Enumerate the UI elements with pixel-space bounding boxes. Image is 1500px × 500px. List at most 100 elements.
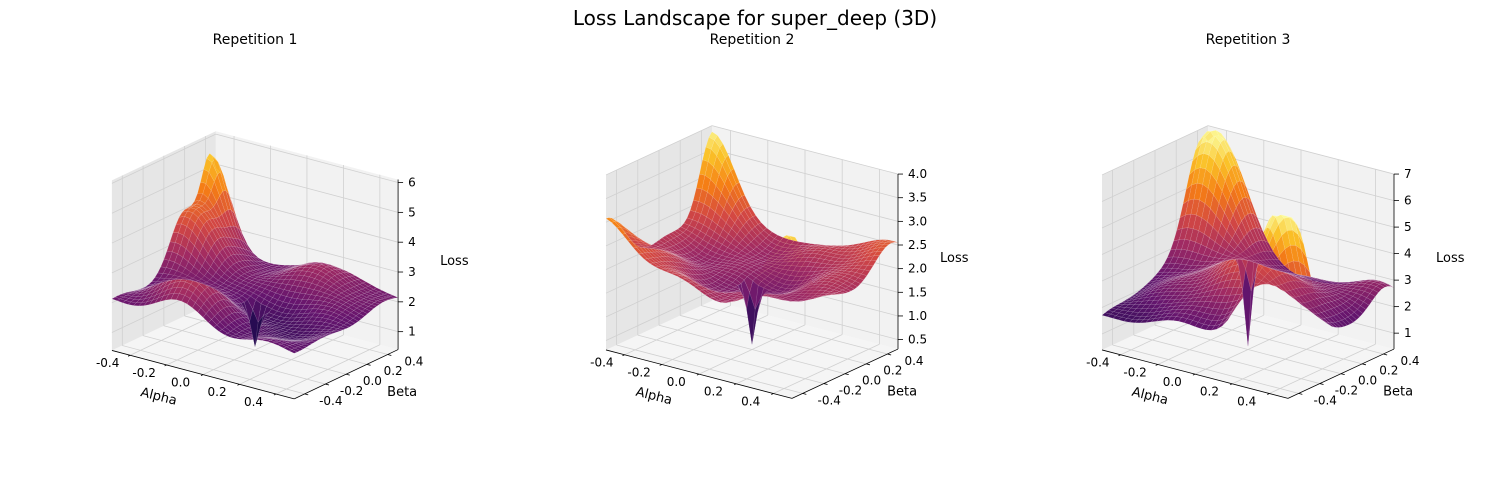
z-tick-label: 1	[1404, 326, 1412, 340]
surface	[1101, 130, 1395, 347]
y-tick-mark	[887, 353, 892, 356]
grid-line	[711, 172, 899, 222]
z-tick-label: 0.5	[908, 333, 927, 347]
y-tick-mark	[1298, 393, 1303, 395]
y-tick-mark	[1340, 373, 1345, 376]
z-tick-label: 3.0	[908, 214, 927, 228]
y-tick-label: -0.4	[319, 394, 342, 408]
y-tick-label: -0.2	[1335, 383, 1358, 397]
y-tick-mark	[866, 363, 871, 366]
z-ticks: 1 2 3 4 5 6	[408, 176, 416, 339]
z-axis-label: Loss	[440, 254, 469, 269]
subplot-title: Repetition 2	[710, 32, 795, 48]
axis-lines	[111, 179, 404, 400]
y-tick-label: -0.2	[839, 383, 862, 397]
x-tick-mark	[1267, 393, 1270, 395]
y-tick-mark	[325, 383, 330, 386]
y-tick-mark	[802, 393, 807, 395]
x-tick-mark	[237, 383, 240, 386]
grid-line	[215, 223, 399, 273]
figure-title: Loss Landscape for super_deep (3D)	[573, 6, 937, 30]
subplot-2: Repetition 2-0.4-0.20.00.20.4 -0.4-0.20.0…	[590, 32, 969, 408]
y-tick-label: 0.4	[404, 354, 423, 368]
grid-line	[605, 172, 713, 223]
grid-line	[215, 133, 399, 183]
y-tick-label: -0.2	[340, 384, 363, 398]
grid-line	[1133, 334, 1320, 384]
z-tick-label: 6	[1404, 194, 1412, 208]
x-tick-label: 0.2	[1200, 385, 1219, 399]
y-tick-label: 0.2	[1379, 364, 1398, 378]
grid-line	[122, 345, 305, 395]
z-tick-label: 3	[408, 265, 416, 279]
z-tick-label: 5	[1404, 220, 1412, 234]
z-tick-label: 2.0	[908, 262, 927, 276]
grid-line	[215, 163, 399, 213]
grid-line	[111, 133, 216, 184]
x-tick-mark	[1155, 364, 1158, 366]
x-tick-label: 0.4	[1237, 394, 1256, 408]
y-axis-label: Beta	[1383, 384, 1413, 399]
x-tick-label: -0.4	[590, 356, 613, 370]
x-tick-mark	[771, 393, 774, 395]
x-tick-label: 0.2	[704, 385, 723, 399]
grid-line	[711, 290, 899, 340]
x-tick-mark	[659, 364, 662, 366]
z-axis-label: Loss	[1436, 251, 1465, 266]
x-tick-label: -0.2	[132, 366, 155, 380]
grid-line	[711, 125, 899, 175]
z-tick-label: 2	[408, 295, 416, 309]
y-tick-label: 0.2	[883, 364, 902, 378]
x-tick-label: -0.2	[627, 365, 650, 379]
x-tick-label: -0.4	[1086, 356, 1109, 370]
x-tick-mark	[273, 393, 277, 396]
z-tick-label: 4	[408, 235, 416, 249]
y-tick-mark	[346, 373, 350, 376]
x-tick-mark	[696, 373, 700, 376]
grid-line	[163, 325, 347, 375]
x-tick-mark	[622, 354, 625, 357]
x-tick-label: 0.0	[667, 375, 686, 389]
y-tick-label: 0.0	[1358, 374, 1377, 388]
grid-line	[658, 324, 846, 375]
grid-line	[616, 344, 803, 394]
axis-lines	[605, 173, 903, 399]
grid-line	[605, 290, 713, 341]
z-tick-label: 1.0	[908, 309, 927, 323]
y-tick-label: 0.4	[1400, 354, 1419, 368]
surface	[111, 153, 399, 354]
x-tick-mark	[200, 374, 204, 376]
y-tick-label: 0.2	[384, 364, 403, 378]
z-axis-label: Loss	[940, 251, 969, 266]
y-tick-mark	[823, 383, 828, 385]
z-tick-label: 2	[1404, 300, 1412, 314]
grid-line	[215, 193, 399, 243]
y-tick-mark	[844, 373, 849, 376]
y-tick-mark	[304, 393, 309, 396]
y-axis-label: Beta	[387, 385, 417, 400]
grid-line	[1207, 151, 1395, 201]
grid-line	[111, 163, 216, 214]
y-tick-label: 0.0	[363, 374, 382, 388]
y-tick-mark	[1362, 363, 1367, 366]
x-tick-label: -0.2	[1123, 365, 1146, 379]
x-ticks: -0.4 -0.2 0.0 0.2 0.4	[590, 356, 760, 409]
grid-line	[1154, 324, 1342, 375]
x-tick-label: -0.4	[96, 356, 119, 370]
y-axis-label: Beta	[887, 384, 917, 399]
grid-line	[1207, 125, 1395, 175]
grid-line	[637, 334, 824, 384]
x-tick-mark	[164, 364, 167, 367]
z-ticks: 1 2 3 4 5 6 7	[1404, 167, 1412, 340]
surface-facet	[212, 156, 222, 174]
subplot-title: Repetition 3	[1206, 32, 1291, 48]
y-tick-label: 0.4	[904, 354, 923, 368]
x-tick-mark	[127, 354, 131, 357]
x-ticks: -0.4 -0.2 0.0 0.2 0.4	[96, 356, 263, 409]
y-tick-label: -0.4	[817, 393, 840, 407]
z-tick-label: 1.5	[908, 285, 927, 299]
grid-line	[1101, 125, 1209, 176]
x-tick-mark	[1229, 383, 1233, 386]
grid-line	[680, 315, 867, 365]
x-tick-mark	[1118, 354, 1121, 357]
